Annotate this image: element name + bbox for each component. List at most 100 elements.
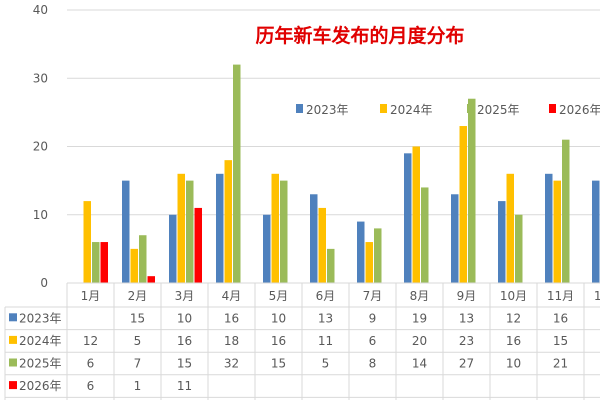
x-category-label: 9月 xyxy=(457,289,477,303)
bar-2024年-8月 xyxy=(412,146,420,283)
table-cell: 12 xyxy=(506,311,521,325)
table-cell: 10 xyxy=(177,311,192,325)
table-cell: 15 xyxy=(130,311,145,325)
bar-2024年-10月 xyxy=(506,173,514,283)
table-cell: 15 xyxy=(177,357,192,371)
bar-2025年-9月 xyxy=(468,98,476,283)
table-series-label: 2023年 xyxy=(19,311,62,325)
bar-2025年-1月 xyxy=(92,242,100,283)
table-cell: 6 xyxy=(369,334,377,348)
table-cell: 16 xyxy=(553,311,568,325)
x-category-label: 8月 xyxy=(410,289,430,303)
table-cell: 16 xyxy=(177,334,192,348)
table-cell: 18 xyxy=(224,334,239,348)
bar-2024年-3月 xyxy=(177,173,185,283)
y-tick-label: 10 xyxy=(33,208,48,222)
x-category-label: 10月 xyxy=(500,289,527,303)
bar-2023年-2月 xyxy=(122,180,130,283)
table-cell: 10 xyxy=(506,357,521,371)
bar-2023年-4月 xyxy=(216,173,224,283)
y-tick-label: 20 xyxy=(33,140,48,154)
table-series-marker xyxy=(9,335,17,344)
bar-2023年-8月 xyxy=(404,153,412,283)
table-cell: 7 xyxy=(134,357,142,371)
bar-2023年-10月 xyxy=(498,201,506,283)
legend-marker-2025年 xyxy=(467,104,474,113)
table-cell: 19 xyxy=(412,311,427,325)
table-cell: 16 xyxy=(224,311,239,325)
bar-2025年-11月 xyxy=(562,139,570,283)
x-category-label: 5月 xyxy=(269,289,289,303)
table-cell: 12 xyxy=(83,334,98,348)
table-cell: 14 xyxy=(412,357,427,371)
bar-2023年-3月 xyxy=(169,214,177,283)
table-cell: 5 xyxy=(322,357,330,371)
bar-2026年-1月 xyxy=(100,242,108,283)
bar-2023年-11月 xyxy=(545,173,553,283)
x-category-label: 12月 xyxy=(594,289,600,303)
y-tick-label: 40 xyxy=(33,3,48,17)
y-tick-label: 30 xyxy=(33,71,48,85)
legend-marker-2026年 xyxy=(549,104,556,113)
table-cell: 13 xyxy=(459,311,474,325)
legend-label: 2025年 xyxy=(477,103,520,117)
table-cell: 16 xyxy=(271,334,286,348)
bar-2025年-3月 xyxy=(186,180,194,283)
table-cell: 8 xyxy=(369,357,377,371)
x-category-label: 2月 xyxy=(128,289,148,303)
table-cell: 27 xyxy=(459,357,474,371)
table-cell: 32 xyxy=(224,357,239,371)
table-series-label: 2025年 xyxy=(19,357,62,371)
bar-2025年-4月 xyxy=(233,64,241,283)
table-cell: 10 xyxy=(271,311,286,325)
x-category-label: 4月 xyxy=(222,289,242,303)
bar-2025年-7月 xyxy=(374,228,382,283)
bar-2023年-6月 xyxy=(310,194,318,283)
x-category-label: 6月 xyxy=(316,289,336,303)
bar-2026年-2月 xyxy=(147,276,155,283)
table-cell: 5 xyxy=(134,334,142,348)
bar-2023年-7月 xyxy=(357,221,365,283)
bar-2025年-5月 xyxy=(280,180,288,283)
legend-marker-2023年 xyxy=(296,104,303,113)
table-cell: 6 xyxy=(87,379,95,393)
chart-title: 历年新车发布的月度分布 xyxy=(255,24,464,47)
bar-2023年-9月 xyxy=(451,194,459,283)
bar-2024年-5月 xyxy=(271,173,279,283)
x-category-label: 3月 xyxy=(175,289,195,303)
bar-2025年-10月 xyxy=(515,214,523,283)
bar-2023年-12月 xyxy=(592,180,600,283)
bar-2024年-9月 xyxy=(459,126,467,284)
table-cell: 23 xyxy=(459,334,474,348)
x-category-label: 7月 xyxy=(363,289,383,303)
legend-label: 2026年 xyxy=(559,103,600,117)
bar-2024年-2月 xyxy=(130,248,138,283)
table-series-marker xyxy=(9,358,17,367)
legend-label: 2023年 xyxy=(306,103,349,117)
x-category-label: 11月 xyxy=(547,289,574,303)
table-cell: 11 xyxy=(177,379,192,393)
bar-2024年-11月 xyxy=(553,180,561,283)
bar-2025年-8月 xyxy=(421,187,429,283)
table-cell: 20 xyxy=(412,334,427,348)
bar-2025年-6月 xyxy=(327,248,335,283)
bar-2025年-2月 xyxy=(139,235,147,283)
legend-marker-2024年 xyxy=(380,104,387,113)
table-series-marker xyxy=(9,381,17,390)
table-cell: 13 xyxy=(318,311,333,325)
table-cell: 9 xyxy=(369,311,377,325)
table-cell: 11 xyxy=(318,334,333,348)
table-series-label: 2026年 xyxy=(19,379,62,393)
bar-2026年-3月 xyxy=(194,207,202,283)
table-cell: 15 xyxy=(271,357,286,371)
bar-2024年-4月 xyxy=(224,160,232,283)
table-cell: 1 xyxy=(134,379,142,393)
bar-2023年-5月 xyxy=(263,214,271,283)
table-series-marker xyxy=(9,313,17,322)
bar-2024年-6月 xyxy=(318,207,326,283)
legend-label: 2024年 xyxy=(390,103,433,117)
table-cell: 15 xyxy=(553,334,568,348)
table-series-label: 2024年 xyxy=(19,334,62,348)
table-cell: 16 xyxy=(506,334,521,348)
